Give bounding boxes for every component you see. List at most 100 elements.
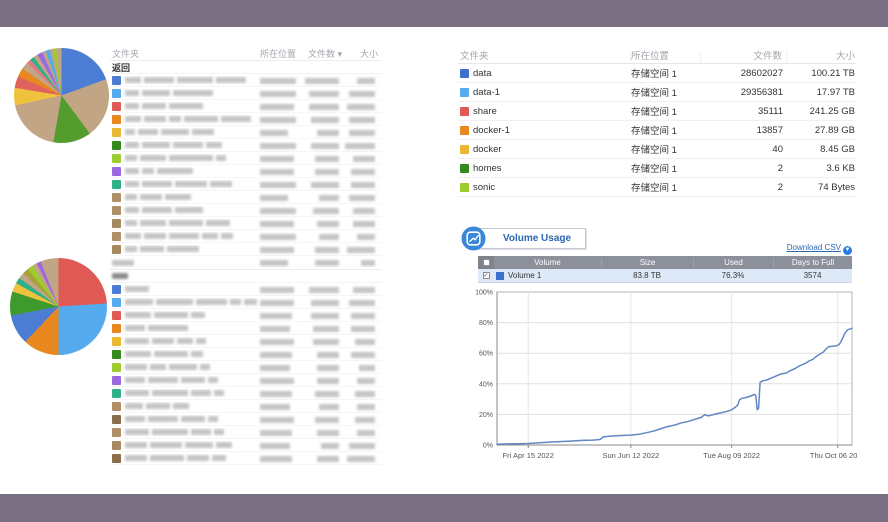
header-used[interactable]: Used <box>693 258 773 267</box>
back-row[interactable]: 返回 <box>110 61 382 74</box>
blurred-text <box>125 220 137 226</box>
header-days-to-full[interactable]: Days to Full <box>773 258 852 267</box>
list-item[interactable] <box>110 74 382 87</box>
checkbox-checked-icon: ✓ <box>482 272 490 279</box>
header-location[interactable]: 所在位置 <box>260 49 297 59</box>
blurred-text <box>208 377 218 383</box>
y-tick-label: 80% <box>479 320 493 327</box>
blurred-text <box>154 351 188 357</box>
blurred-text <box>260 442 290 449</box>
blurred-text <box>315 260 339 267</box>
list-item[interactable] <box>110 439 382 452</box>
list-item[interactable] <box>110 400 382 413</box>
list-item[interactable] <box>110 335 382 348</box>
folder-name-cell <box>110 231 260 241</box>
download-csv-link[interactable]: Download CSV <box>786 243 841 252</box>
list-item[interactable] <box>110 139 382 152</box>
header-folder[interactable]: 文件夹 <box>458 50 631 62</box>
blurred-text <box>357 429 375 436</box>
list-item[interactable] <box>110 178 382 191</box>
blurred-text <box>311 142 339 149</box>
blurred-text <box>191 390 211 396</box>
count-cell <box>302 218 342 228</box>
location-cell <box>260 453 302 463</box>
list-item[interactable] <box>110 361 382 374</box>
list-item[interactable] <box>110 309 382 322</box>
list-item[interactable] <box>110 113 382 126</box>
list-item[interactable] <box>110 126 382 139</box>
back-row-blurred[interactable] <box>110 270 382 283</box>
table-row[interactable]: sonic 存储空间 1 2 74 Bytes <box>458 178 856 197</box>
table-row[interactable]: data 存储空间 1 28602027 100.21 TB <box>458 64 856 83</box>
list-item[interactable] <box>110 452 382 465</box>
header-size[interactable]: Size <box>601 258 693 267</box>
list-item[interactable] <box>110 87 382 100</box>
list-item[interactable] <box>110 191 382 204</box>
table-row[interactable]: docker 存储空间 1 40 8.45 GB <box>458 140 856 159</box>
size-cell <box>342 244 378 254</box>
download-icon[interactable]: ▼ <box>843 246 852 255</box>
blurred-text <box>260 220 294 227</box>
blurred-text <box>177 338 193 344</box>
header-count[interactable] <box>302 258 342 268</box>
blurred-text <box>315 416 339 423</box>
header-location[interactable]: 所在位置 <box>631 50 701 62</box>
blurred-text <box>125 299 153 305</box>
select-all-checkbox-cell[interactable] <box>478 256 494 269</box>
size-cell <box>342 205 378 215</box>
list-item[interactable] <box>110 217 382 230</box>
blurred-text <box>208 416 218 422</box>
list-item[interactable] <box>110 204 382 217</box>
header-location[interactable] <box>260 258 302 268</box>
blurred-text <box>144 77 174 83</box>
header-count-sortable[interactable]: 文件数 ▾ <box>302 47 342 60</box>
list-item[interactable] <box>110 348 382 361</box>
list-item[interactable] <box>110 283 382 296</box>
header-size[interactable] <box>342 258 378 268</box>
folder-name-cell <box>110 127 260 137</box>
table-row[interactable]: share 存储空间 1 35111 241.25 GB <box>458 102 856 121</box>
size-cell <box>342 231 378 241</box>
blurred-text <box>125 312 151 318</box>
size-cell <box>342 440 378 450</box>
table-row[interactable]: data-1 存储空间 1 29356381 17.97 TB <box>458 83 856 102</box>
size-cell <box>342 75 378 85</box>
folder-pie-chart-bottom[interactable] <box>10 258 107 355</box>
header-volume[interactable]: Volume <box>534 258 561 267</box>
blurred-text <box>311 312 339 319</box>
folder-name-cell <box>110 153 260 163</box>
header-folder[interactable]: 文件夹 <box>112 49 140 59</box>
list-item[interactable] <box>110 296 382 309</box>
location-cell <box>260 297 302 307</box>
count-cell <box>302 127 342 137</box>
blurred-text <box>315 246 339 253</box>
blurred-text <box>357 403 375 410</box>
list-item[interactable] <box>110 165 382 178</box>
list-item[interactable] <box>110 322 382 335</box>
usage-history-chart[interactable]: 0% 20% 40% 60% 80% 100% Fri Apr 15 2022 Sun Jun… <box>455 285 866 475</box>
list-item[interactable] <box>110 387 382 400</box>
list-item[interactable] <box>110 426 382 439</box>
list-item[interactable] <box>110 100 382 113</box>
list-item[interactable] <box>110 230 382 243</box>
blurred-text <box>260 338 294 345</box>
blurred-text <box>196 338 206 344</box>
list-item[interactable] <box>110 413 382 426</box>
list-item[interactable] <box>110 243 382 256</box>
blurred-text <box>142 207 172 213</box>
folder-color-icon <box>460 87 469 97</box>
list-item[interactable] <box>110 374 382 387</box>
header-size[interactable]: 大小 <box>835 50 855 62</box>
table-row[interactable]: docker-1 存储空间 1 13857 27.89 GB <box>458 121 856 140</box>
blurred-text <box>349 442 375 449</box>
blurred-text <box>260 260 288 267</box>
folder-pie-chart-top[interactable] <box>14 48 109 143</box>
header-count[interactable]: 文件数 <box>701 50 787 62</box>
volume-row[interactable]: ✓ Volume 1 83.8 TB 76.3% 3574 <box>478 269 852 283</box>
table-row[interactable]: homes 存储空间 1 2 3.6 KB <box>458 159 856 178</box>
list-item[interactable] <box>110 152 382 165</box>
header-size[interactable]: 大小 <box>359 49 378 59</box>
header-folder[interactable] <box>110 258 260 268</box>
size-cell <box>342 401 378 411</box>
row-checkbox-cell[interactable]: ✓ <box>478 269 494 282</box>
